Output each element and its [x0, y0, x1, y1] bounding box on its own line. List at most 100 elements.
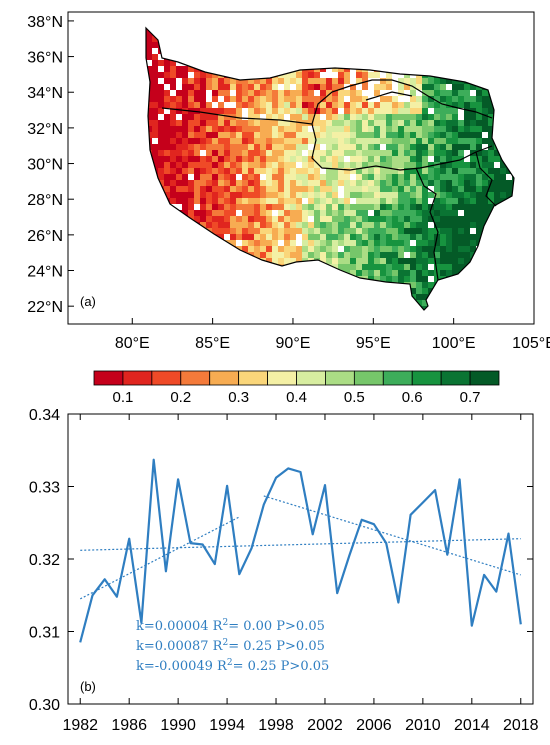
map-pixel	[332, 132, 338, 138]
map-pixel	[176, 186, 182, 192]
map-pixel	[272, 120, 278, 126]
map-pixel	[248, 192, 254, 198]
map-pixel	[332, 108, 338, 114]
map-pixel	[362, 138, 368, 144]
map-pixel	[362, 168, 368, 174]
map-pixel	[242, 168, 248, 174]
map-pixel	[290, 222, 296, 228]
map-pixel	[194, 96, 200, 102]
map-pixel	[230, 222, 236, 228]
map-pixel	[242, 234, 248, 240]
map-pixel	[170, 168, 176, 174]
map-pixel	[308, 108, 314, 114]
map-pixel	[494, 174, 500, 180]
map-pixel	[386, 228, 392, 234]
map-pixel	[386, 102, 392, 108]
map-pixel	[404, 114, 410, 120]
map-pixel	[416, 168, 422, 174]
map-pixel	[398, 120, 404, 126]
map-pixel	[332, 234, 338, 240]
map-pixel	[206, 216, 212, 222]
map-pixel	[428, 138, 434, 144]
map-pixel	[260, 96, 266, 102]
map-pixel	[230, 126, 236, 132]
map-pixel	[170, 174, 176, 180]
map-pixel	[200, 150, 206, 156]
map-pixel	[320, 90, 326, 96]
map-pixel	[392, 258, 398, 264]
map-pixel	[218, 126, 224, 132]
map-pixel	[188, 126, 194, 132]
map-pixel	[158, 156, 164, 162]
map-pixel	[260, 102, 266, 108]
map-pixel	[158, 150, 164, 156]
map-pixel	[470, 180, 476, 186]
map-pixel	[182, 156, 188, 162]
map-pixel	[254, 210, 260, 216]
basin-boundary-2	[311, 79, 493, 125]
map-pixel	[260, 180, 266, 186]
map-pixel	[338, 96, 344, 102]
map-pixel	[224, 162, 230, 168]
map-pixel	[422, 246, 428, 252]
map-pixel	[170, 72, 176, 78]
map-pixel	[368, 108, 374, 114]
map-pixel	[362, 96, 368, 102]
map-pixel	[446, 150, 452, 156]
map-pixel	[398, 144, 404, 150]
map-pixel	[392, 126, 398, 132]
map-pixel	[266, 120, 272, 126]
map-pixel	[236, 198, 242, 204]
map-pixel	[350, 252, 356, 258]
colorbar-label: 0.6	[402, 389, 423, 406]
map-pixel	[482, 126, 488, 132]
map-pixel	[284, 138, 290, 144]
map-pixel	[278, 138, 284, 144]
map-pixel	[290, 234, 296, 240]
map-pixel	[332, 96, 338, 102]
map-pixel	[332, 216, 338, 222]
map-panel: 38°N36°N34°N32°N30°N28°N26°N24°N22°N 80°…	[27, 11, 550, 352]
map-pixel	[296, 156, 302, 162]
map-pixel	[482, 120, 488, 126]
map-pixel	[446, 246, 452, 252]
map-pixel	[428, 132, 434, 138]
map-pixel	[242, 204, 248, 210]
map-pixel	[422, 132, 428, 138]
map-pixel	[278, 246, 284, 252]
series-line	[79, 458, 522, 643]
map-pixel	[332, 102, 338, 108]
map-pixel	[368, 162, 374, 168]
map-pixel	[398, 222, 404, 228]
map-pixel	[308, 156, 314, 162]
map-pixel	[422, 198, 428, 204]
map-pixel	[476, 138, 482, 144]
map-pixel	[272, 84, 278, 90]
map-pixel	[266, 150, 272, 156]
map-pixel	[248, 108, 254, 114]
map-pixel	[248, 204, 254, 210]
map-pixel	[344, 210, 350, 216]
map-pixel	[302, 72, 308, 78]
map-pixel	[248, 120, 254, 126]
map-pixel	[254, 192, 260, 198]
map-pixel	[266, 234, 272, 240]
map-pixel	[434, 120, 440, 126]
map-pixel	[338, 240, 344, 246]
map-pixel	[224, 186, 230, 192]
map-pixel	[482, 150, 488, 156]
map-pixel	[314, 198, 320, 204]
map-pixel	[452, 96, 458, 102]
y-tick-label: 0.30	[29, 697, 60, 714]
map-pixel	[392, 108, 398, 114]
map-pixel	[314, 234, 320, 240]
map-pixel	[290, 120, 296, 126]
map-pixel	[212, 150, 218, 156]
map-pixel	[428, 174, 434, 180]
map-pixel	[230, 186, 236, 192]
map-pixel	[338, 264, 344, 270]
map-pixel	[266, 210, 272, 216]
map-pixel	[344, 246, 350, 252]
map-pixel	[338, 108, 344, 114]
map-pixel	[242, 102, 248, 108]
